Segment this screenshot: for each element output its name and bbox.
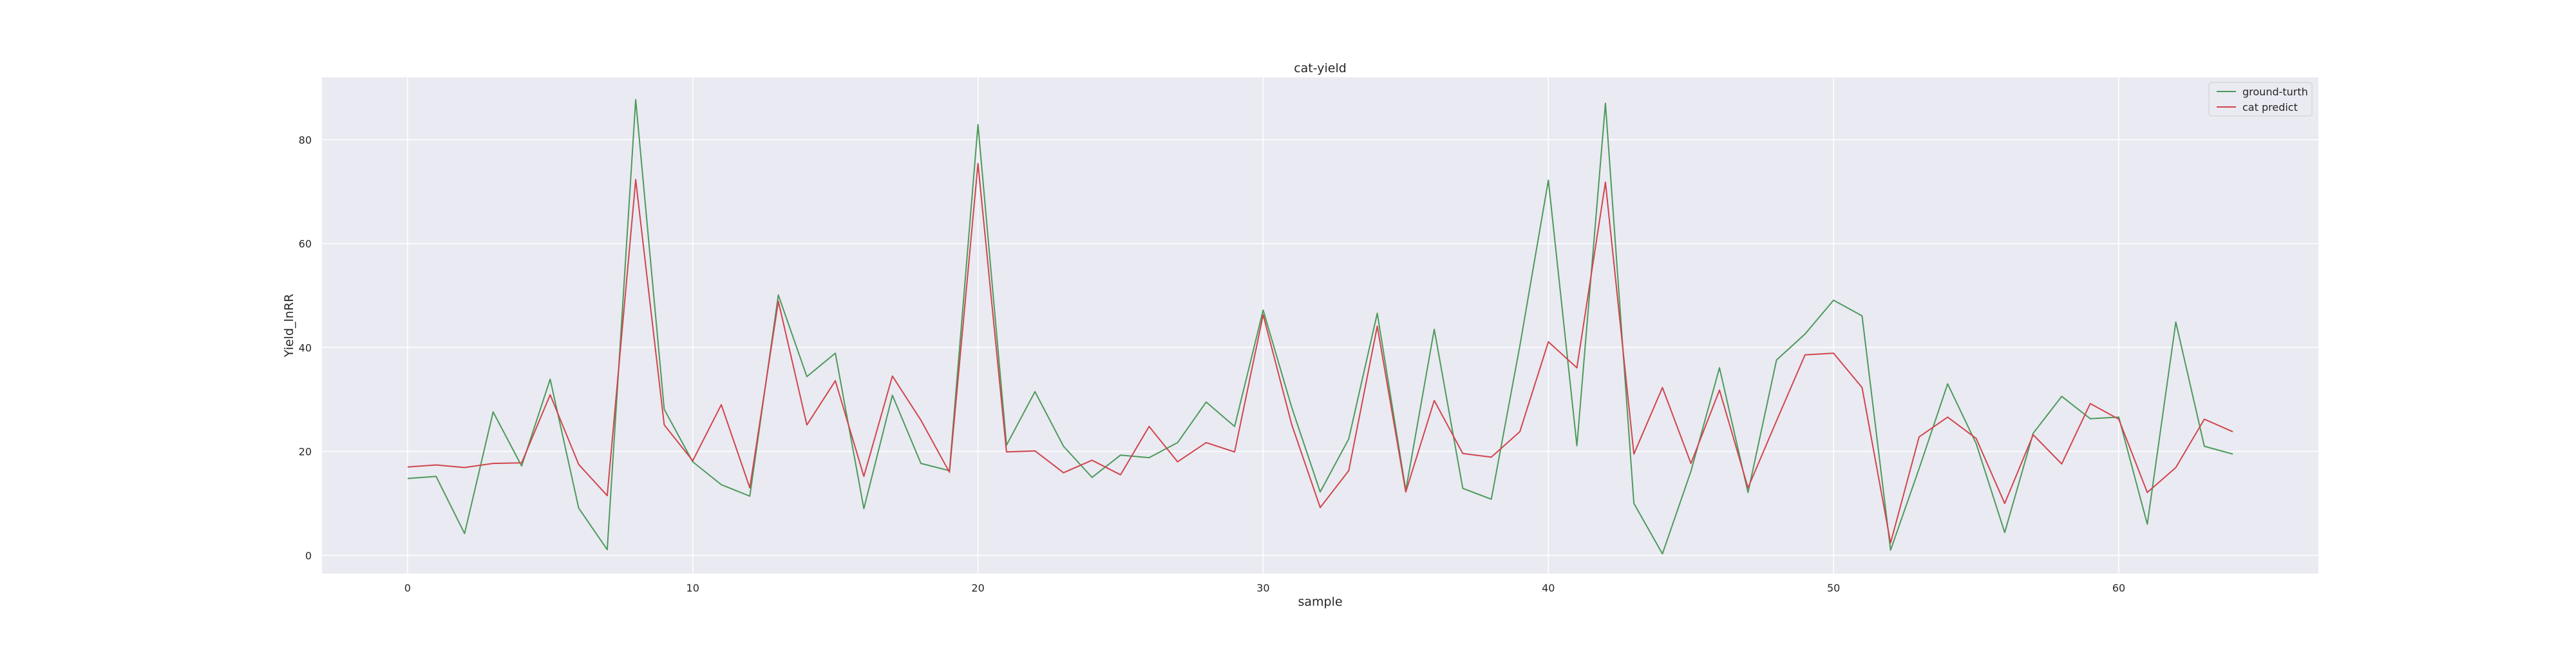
x-axis-label: sample (1298, 595, 1342, 609)
y-tick-label: 60 (299, 238, 312, 250)
series-line-cat-predict (407, 162, 2233, 544)
x-tick-label: 30 (1256, 582, 1269, 594)
x-tick-label: 10 (687, 582, 699, 594)
x-tick-label: 20 (971, 582, 984, 594)
tick-labels: 0 10 20 30 40 50 60 0 20 40 60 80 (299, 134, 2126, 594)
legend-label-cat-predict: cat predict (2242, 101, 2298, 113)
x-tick-label: 0 (404, 582, 411, 594)
y-tick-label: 20 (299, 446, 312, 458)
y-tick-label: 40 (299, 342, 312, 354)
series-line-ground-turth (407, 99, 2233, 555)
series (407, 99, 2233, 555)
legend-label-ground-turth: ground-turth (2242, 86, 2308, 98)
y-tick-label: 80 (299, 134, 312, 146)
x-tick-label: 50 (1827, 582, 1840, 594)
chart-title: cat-yield (1294, 61, 1347, 75)
y-axis-label: Yield_lnRR (282, 294, 296, 358)
x-tick-label: 60 (2112, 582, 2125, 594)
x-tick-label: 40 (1542, 582, 1555, 594)
y-tick-label: 0 (305, 550, 312, 562)
legend: ground-turth cat predict (2208, 82, 2313, 117)
grid (322, 77, 2318, 574)
